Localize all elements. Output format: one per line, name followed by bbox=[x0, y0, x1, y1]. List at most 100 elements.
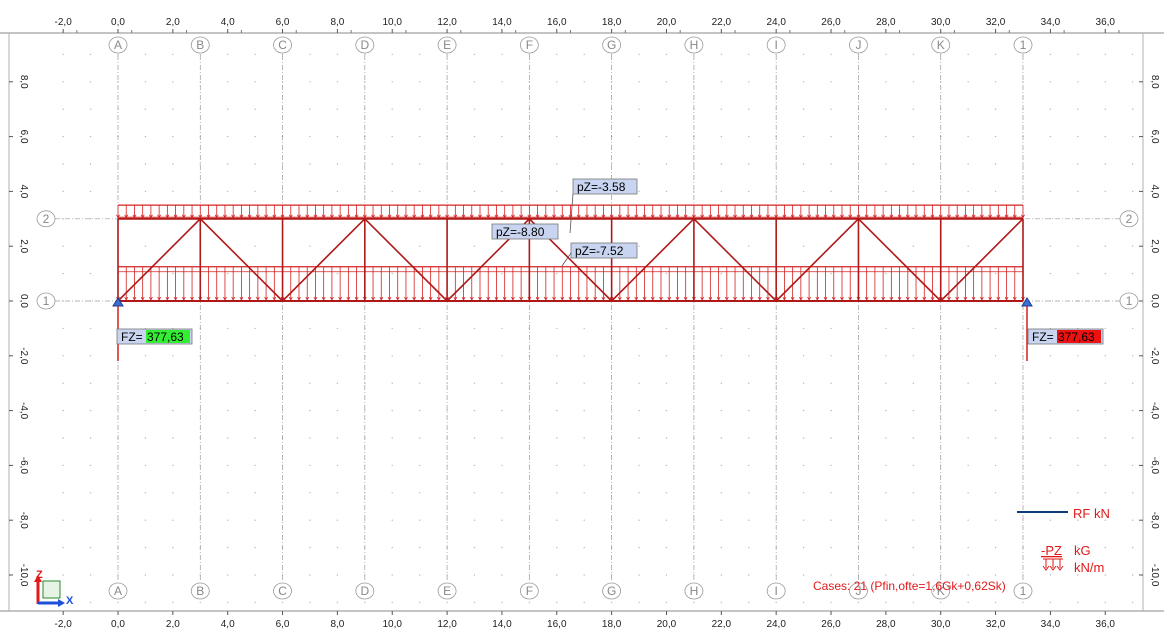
grid-dot bbox=[720, 382, 723, 384]
fz-label-left[interactable]: FZ= 377,63 bbox=[116, 328, 193, 345]
grid-bubble-b[interactable]: B bbox=[190, 36, 210, 54]
grid-dot bbox=[665, 464, 668, 467]
pz-legend-label: -PZ bbox=[1041, 543, 1062, 558]
grid-bubble-i[interactable]: I bbox=[766, 582, 786, 600]
grid-bubble-e[interactable]: E bbox=[437, 582, 457, 600]
pz-label-top[interactable]: pZ=-3.58 bbox=[569, 178, 638, 234]
grid-dot bbox=[89, 190, 92, 193]
grid-dot bbox=[638, 81, 640, 83]
grid-dot bbox=[1131, 464, 1134, 467]
grid-dot bbox=[748, 327, 750, 330]
grid-bubble-1[interactable]: 1 bbox=[1013, 582, 1033, 600]
grid-dot bbox=[62, 163, 64, 165]
grid-dot bbox=[940, 601, 942, 604]
grid-bubble-d[interactable]: D bbox=[355, 582, 375, 600]
grid-dot bbox=[89, 135, 92, 138]
grid-bubble-h[interactable]: H bbox=[684, 582, 704, 600]
grid-bubble-k[interactable]: K bbox=[931, 36, 951, 54]
pz-label-mid[interactable]: pZ=-8.80 bbox=[491, 223, 559, 240]
grid-bubble-row-1[interactable]: 1 bbox=[36, 292, 56, 310]
support-right[interactable] bbox=[1021, 297, 1033, 361]
grid-dot bbox=[281, 409, 284, 412]
grid-dot bbox=[418, 108, 421, 110]
grid-bubble-i[interactable]: I bbox=[766, 36, 786, 54]
grid-bubble-label: D bbox=[360, 38, 369, 52]
truss-members[interactable] bbox=[117, 217, 1024, 302]
grid-bubble-a[interactable]: A bbox=[108, 36, 128, 54]
grid-dot bbox=[254, 519, 256, 521]
grid-dot bbox=[583, 382, 585, 384]
diagonal-member[interactable] bbox=[117, 218, 201, 302]
y-tick-label-right: -2,0 bbox=[1149, 347, 1160, 365]
x-tick-label-top: 34,0 bbox=[1041, 17, 1061, 28]
grid-bubble-c[interactable]: C bbox=[273, 36, 292, 54]
grid-dot bbox=[830, 135, 832, 138]
x-tick-label-top: 22,0 bbox=[712, 17, 732, 28]
grid-dot bbox=[748, 546, 750, 549]
x-tick-label-top: 20,0 bbox=[657, 17, 677, 28]
grid-bubble-c[interactable]: C bbox=[273, 582, 292, 600]
diagonal-member[interactable] bbox=[775, 218, 860, 302]
grid-dot bbox=[336, 601, 339, 604]
grid-bubble-d[interactable]: D bbox=[355, 36, 375, 54]
grid-dot bbox=[226, 546, 229, 549]
diagonal-member[interactable] bbox=[364, 218, 448, 302]
grid-dot bbox=[528, 409, 531, 412]
grid-bubble-j[interactable]: J bbox=[849, 36, 868, 54]
y-tick-label-left: 6,0 bbox=[18, 130, 29, 144]
grid-bubble-g[interactable]: G bbox=[602, 36, 622, 54]
grid-dot bbox=[940, 163, 942, 165]
grid-dot bbox=[967, 81, 969, 83]
x-tick-label-bottom: 34,0 bbox=[1041, 619, 1061, 630]
diagonal-member[interactable] bbox=[199, 218, 284, 302]
grid-dot bbox=[418, 53, 421, 56]
grid-bubble-k[interactable]: K bbox=[931, 582, 951, 600]
grid-bubble-shape bbox=[36, 292, 56, 310]
fz-label-right[interactable]: FZ= 377,63 bbox=[1027, 328, 1104, 345]
grid-axis-bubbles[interactable]: A A B B C C D D E E F F G G H H I I J J K K 1 1 2 2 1 1 bbox=[36, 36, 1139, 600]
grid-dot bbox=[775, 601, 777, 604]
grid-bubble-row-1[interactable]: 1 bbox=[1119, 292, 1139, 310]
grid-bubble-g[interactable]: G bbox=[602, 582, 622, 600]
grid-dot bbox=[418, 135, 421, 138]
grid-dot bbox=[830, 272, 832, 275]
grid-bubble-f[interactable]: F bbox=[519, 582, 539, 600]
diagonal-member[interactable] bbox=[611, 218, 695, 302]
grid-dot bbox=[336, 53, 339, 56]
grid-bubble-f[interactable]: F bbox=[519, 36, 539, 54]
grid-dot bbox=[501, 601, 503, 604]
grid-bubble-row-2[interactable]: 2 bbox=[1119, 210, 1139, 228]
grid-dot bbox=[501, 382, 503, 384]
grid-dot bbox=[144, 574, 147, 576]
grid-dot bbox=[720, 272, 723, 275]
grid-dot bbox=[665, 601, 668, 604]
grid-bubble-a[interactable]: A bbox=[108, 582, 128, 600]
grid-bubble-label: B bbox=[196, 584, 204, 598]
pz-label-bottom[interactable]: pZ=-7.52 bbox=[561, 242, 638, 267]
grid-bubble-row-2[interactable]: 2 bbox=[36, 210, 56, 228]
diagonal-member[interactable] bbox=[857, 218, 942, 302]
grid-dot bbox=[89, 574, 92, 576]
diagonal-member[interactable] bbox=[693, 218, 777, 302]
grid-dot bbox=[172, 601, 174, 604]
grid-dot bbox=[775, 190, 777, 193]
diagonal-member[interactable] bbox=[281, 218, 366, 302]
grid-dot bbox=[89, 245, 92, 247]
grid-dot bbox=[309, 437, 311, 439]
diagonal-member[interactable] bbox=[940, 218, 1024, 302]
grid-dot bbox=[610, 163, 613, 165]
grid-dot bbox=[418, 163, 421, 165]
x-tick-label-top: 26,0 bbox=[821, 17, 841, 28]
grid-bubble-j[interactable]: J bbox=[849, 582, 868, 600]
y-tick-label-right: -8,0 bbox=[1149, 512, 1160, 530]
grid-dot bbox=[802, 245, 805, 247]
grid-dot bbox=[720, 464, 723, 467]
grid-bubble-h[interactable]: H bbox=[684, 36, 704, 54]
grid-bubble-label: H bbox=[690, 38, 699, 52]
grid-bubble-1[interactable]: 1 bbox=[1013, 36, 1033, 54]
y-tick-label-left: -2,0 bbox=[18, 347, 29, 365]
grid-bubble-b[interactable]: B bbox=[190, 582, 210, 600]
grid-bubble-e[interactable]: E bbox=[437, 36, 457, 54]
grid-dot bbox=[720, 492, 723, 494]
